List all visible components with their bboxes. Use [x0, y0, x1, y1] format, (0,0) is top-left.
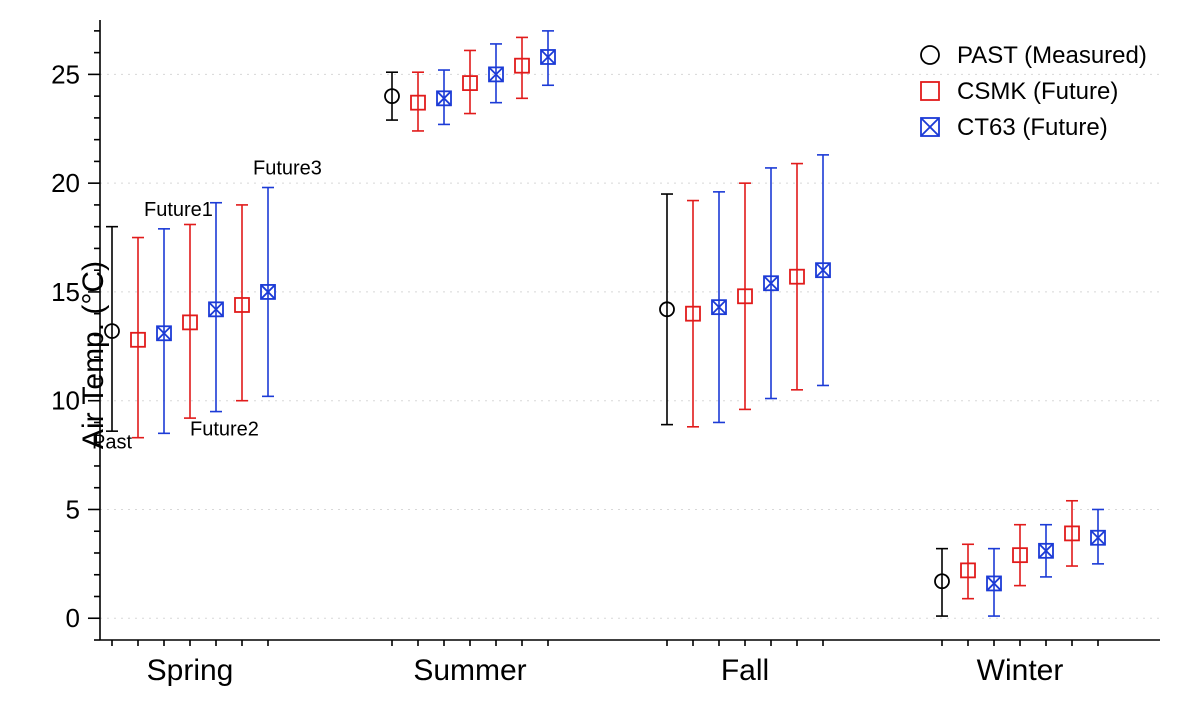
legend-label: CSMK (Future) — [957, 78, 1118, 105]
annotation: Future3 — [253, 157, 322, 179]
legend-label: CT63 (Future) — [957, 114, 1108, 141]
y-tick-label: 10 — [51, 386, 80, 416]
legend-label: PAST (Measured) — [957, 42, 1147, 69]
x-tick-label: Fall — [721, 654, 769, 687]
y-tick-label: 20 — [51, 168, 80, 198]
y-tick-label: 25 — [51, 59, 80, 89]
y-tick-label: 0 — [66, 603, 80, 633]
y-tick-label: 15 — [51, 277, 80, 307]
y-tick-label: 5 — [66, 494, 80, 524]
chart-svg: 0510152025SpringSummerFallWinterPastFutu… — [0, 0, 1182, 709]
annotation: Future2 — [190, 419, 259, 441]
x-tick-label: Spring — [147, 654, 234, 687]
y-axis-label: Air Temp. (°C) — [77, 260, 111, 448]
x-tick-label: Winter — [977, 654, 1064, 687]
annotation: Future1 — [144, 199, 213, 221]
chart-container: Air Temp. (°C) 0 5 10 15 20 25 Spring Summer Fal… — [0, 0, 1182, 709]
x-tick-label: Summer — [413, 654, 526, 687]
